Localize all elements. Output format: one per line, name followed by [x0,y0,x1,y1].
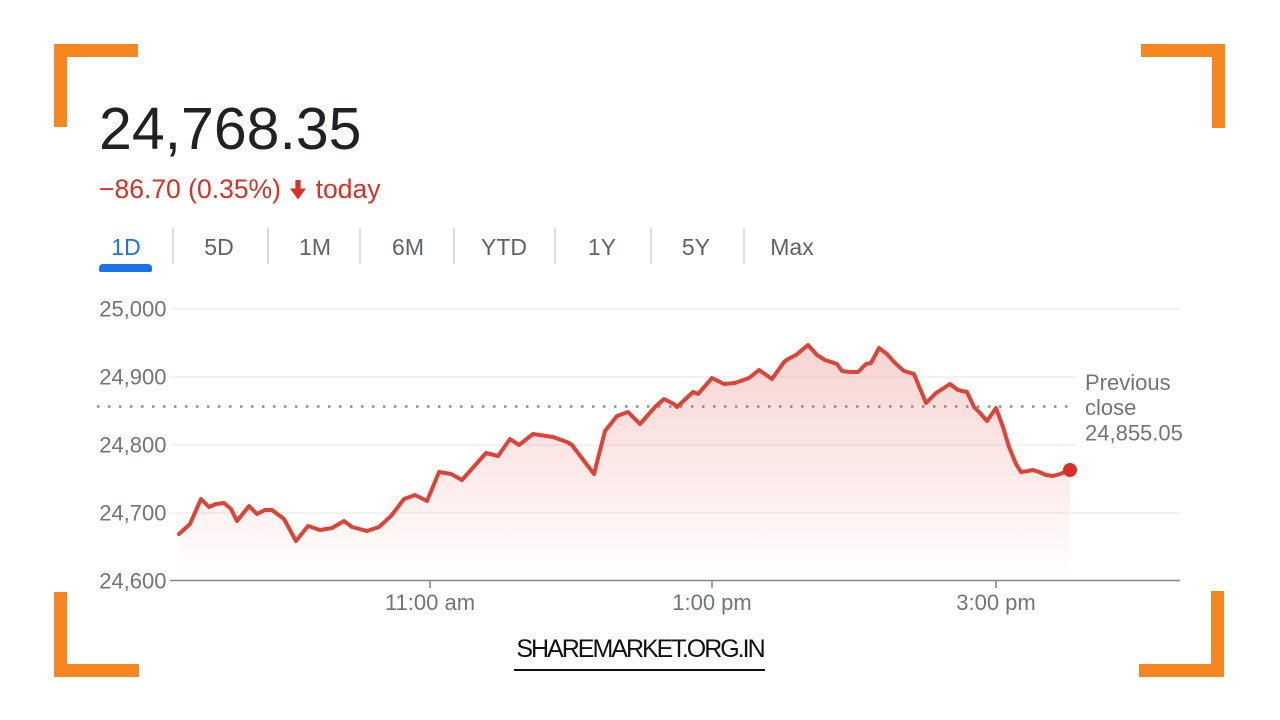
svg-text:24,800: 24,800 [99,433,166,458]
svg-text:24,855.05: 24,855.05 [1085,420,1183,445]
svg-text:1:00 pm: 1:00 pm [672,590,752,615]
svg-text:Previous: Previous [1085,370,1171,395]
svg-text:3:00 pm: 3:00 pm [956,590,1036,615]
svg-text:24,700: 24,700 [99,501,166,526]
svg-text:11:00 am: 11:00 am [385,590,475,615]
svg-text:24,600: 24,600 [99,569,166,594]
svg-text:close: close [1085,395,1136,420]
svg-text:24,900: 24,900 [99,365,166,390]
svg-text:25,000: 25,000 [99,297,166,322]
